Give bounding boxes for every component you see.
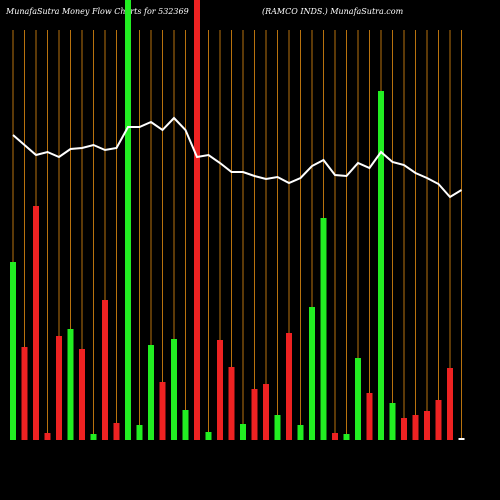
bar <box>263 384 269 440</box>
bar <box>332 433 338 440</box>
bar <box>274 415 281 440</box>
bar <box>435 400 442 440</box>
bar <box>320 218 327 440</box>
bar <box>424 411 430 440</box>
bar <box>194 0 200 440</box>
bar <box>44 433 51 440</box>
bar <box>171 339 177 440</box>
bar <box>10 262 16 440</box>
bar <box>228 367 235 440</box>
bar <box>56 336 62 440</box>
bar <box>113 423 120 440</box>
bar <box>251 389 258 440</box>
bar <box>90 434 97 440</box>
bar <box>136 425 143 440</box>
bar <box>102 300 108 440</box>
money-flow-line <box>12 116 463 199</box>
chart-subtitle: (RAMCO INDS.) MunafaSutra.com <box>262 7 404 16</box>
bar <box>366 393 373 440</box>
bar <box>389 403 396 440</box>
bar <box>79 349 85 440</box>
bar <box>447 368 453 440</box>
bar <box>125 0 131 440</box>
bar <box>355 358 361 440</box>
bar <box>21 347 28 440</box>
bar <box>240 424 246 440</box>
bar <box>217 340 223 440</box>
bar <box>67 329 74 440</box>
bar <box>148 345 154 440</box>
bar <box>182 410 189 440</box>
bar <box>458 438 465 440</box>
bar <box>159 382 166 440</box>
bar <box>33 206 39 440</box>
bar <box>205 432 212 440</box>
chart-title: MunafaSutra Money Flow Charts for 532369 <box>5 7 189 16</box>
bar <box>412 415 419 440</box>
bar <box>309 307 315 440</box>
bar <box>286 333 292 440</box>
bar <box>297 425 304 440</box>
bar <box>401 418 407 440</box>
bar <box>378 91 384 440</box>
bar <box>343 434 350 440</box>
